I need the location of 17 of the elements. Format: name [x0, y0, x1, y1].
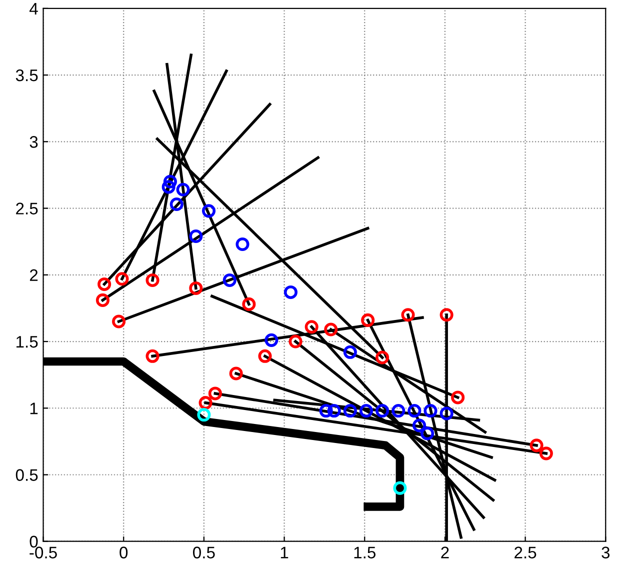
x-tick-label: 1.5 — [354, 546, 376, 558]
y-tick-label: 1 — [30, 402, 38, 414]
y-tick-label: 0.5 — [16, 469, 38, 481]
y-tick-label: 2 — [30, 269, 38, 281]
x-tick-label: 1 — [280, 546, 288, 558]
x-tick-label: -0.5 — [30, 546, 57, 558]
x-tick-label: 3 — [602, 546, 610, 558]
y-tick-label: 4 — [30, 2, 38, 14]
y-tick-label: 2.5 — [16, 202, 38, 214]
x-tick-label: 0 — [120, 546, 128, 558]
y-tick-label: 3 — [30, 136, 38, 148]
y-tick-label: 0 — [30, 536, 38, 548]
x-tick-label: 2 — [441, 546, 449, 558]
y-tick-label: 3.5 — [16, 69, 38, 82]
x-tick-label: 0.5 — [193, 546, 215, 558]
x-tick-label: 2.5 — [514, 546, 536, 558]
y-tick-label: 1.5 — [16, 336, 38, 348]
